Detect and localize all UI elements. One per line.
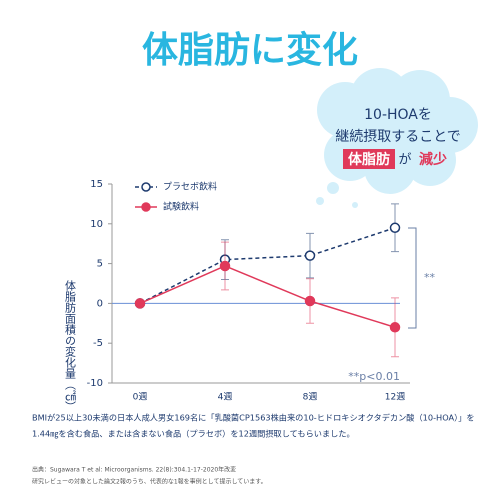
y-tick-label: 5 (97, 259, 103, 270)
significance-mark: ** (424, 271, 436, 284)
source: 出典：Sugawara T et al: Microorganisms. 22(… (32, 466, 236, 474)
bubble-text: 10-HOAを (364, 107, 432, 123)
bubble-text: 継続摂取することで (335, 128, 461, 145)
y-tick-label: 10 (90, 219, 103, 230)
data-point (134, 298, 146, 309)
y-tick-label: 0 (97, 298, 103, 309)
legend-label: 試験飲料 (163, 201, 199, 213)
data-point (304, 250, 316, 261)
legend-swatch (141, 202, 151, 212)
legend-label: プラセボ飲料 (163, 181, 217, 193)
description: 1.44㎎を含む食品、または含まない食品（プラセボ）を12週間摂取してもらいまし… (32, 429, 355, 440)
bubble-text: 体脂肪 (348, 151, 390, 168)
significance-note: **p<0.01 (348, 370, 400, 383)
legend-swatch (141, 182, 151, 192)
bubble-text: 減少 (419, 151, 447, 168)
x-tick-label: 8週 (303, 392, 318, 403)
series-line (139, 265, 396, 328)
bubble-text: が (398, 153, 411, 168)
title: 体脂肪に変化 (142, 29, 358, 71)
data-point (304, 295, 316, 307)
y-tick-label: -10 (87, 378, 103, 389)
y-tick-label: 15 (90, 179, 103, 190)
x-tick-label: 0週 (133, 392, 148, 403)
highlight (343, 149, 395, 169)
description: BMIが25以上30未満の日本人成人男女169名に「乳酸菌CP1563株由来の1… (32, 413, 475, 423)
series-line (139, 227, 396, 305)
data-point (389, 222, 401, 234)
data-point (389, 322, 401, 333)
x-tick-label: 12週 (385, 392, 405, 403)
y-axis-label: 体脂肪面積の変化量（㎠） (64, 279, 77, 412)
y-tick-label: -5 (93, 338, 103, 349)
x-tick-label: 4週 (218, 392, 233, 403)
source: 研究レビューの対象とした論文2報のうち、代表的な1報を事例として提示しています。 (32, 478, 267, 486)
significance-bracket (408, 227, 417, 329)
data-point (219, 260, 231, 272)
